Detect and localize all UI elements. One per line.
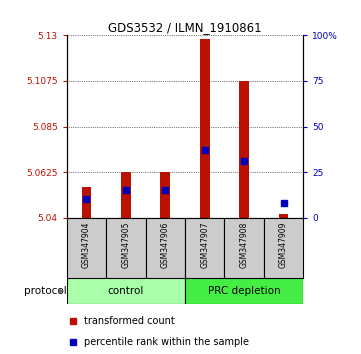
Text: GSM347908: GSM347908 xyxy=(240,221,249,268)
Bar xyxy=(145,218,185,278)
Bar xyxy=(264,218,303,278)
Bar xyxy=(160,172,170,218)
Text: control: control xyxy=(108,286,144,296)
Text: GSM347906: GSM347906 xyxy=(161,221,170,268)
Bar xyxy=(67,218,106,278)
Bar xyxy=(106,218,145,278)
Text: transformed count: transformed count xyxy=(84,316,175,326)
Bar xyxy=(67,278,185,304)
Text: percentile rank within the sample: percentile rank within the sample xyxy=(84,337,249,347)
Bar xyxy=(225,218,264,278)
Text: GSM347904: GSM347904 xyxy=(82,221,91,268)
Bar xyxy=(239,81,249,218)
Bar xyxy=(200,39,210,218)
Bar xyxy=(185,218,225,278)
Text: protocol: protocol xyxy=(24,286,67,296)
Bar xyxy=(185,278,303,304)
Bar xyxy=(121,172,131,218)
Text: GSM347905: GSM347905 xyxy=(121,221,130,268)
Title: GDS3532 / ILMN_1910861: GDS3532 / ILMN_1910861 xyxy=(108,21,262,34)
Bar xyxy=(82,187,91,218)
Text: GSM347909: GSM347909 xyxy=(279,221,288,268)
Bar xyxy=(279,214,288,218)
Text: GSM347907: GSM347907 xyxy=(200,221,209,268)
Text: PRC depletion: PRC depletion xyxy=(208,286,280,296)
